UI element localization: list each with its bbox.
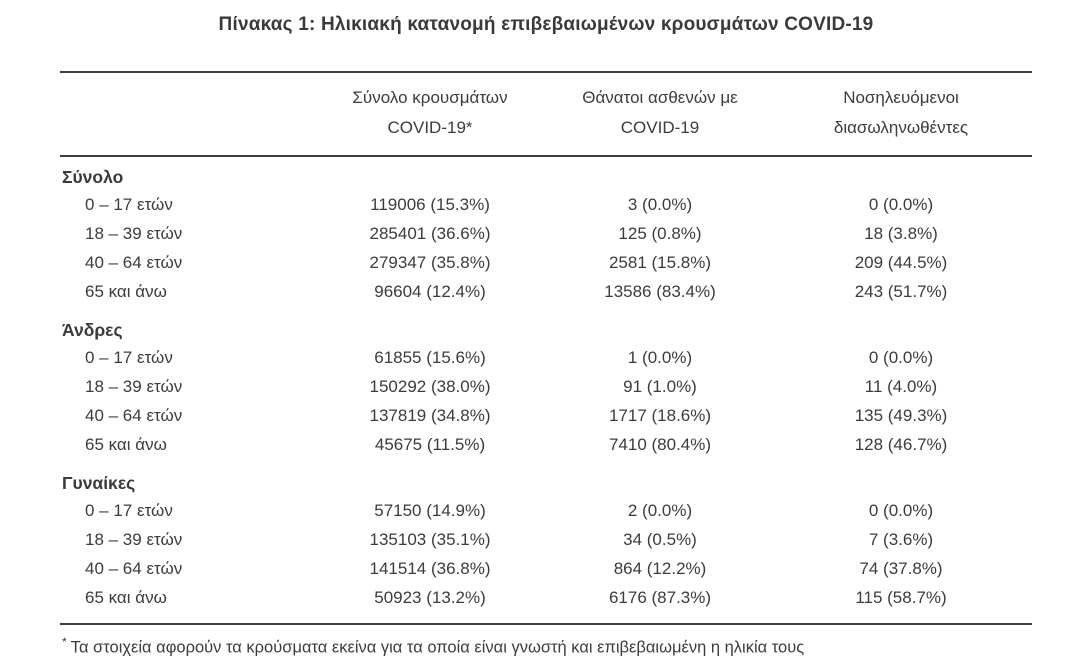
cases-value: 96604 (12.4%) bbox=[374, 282, 486, 301]
section-header-men: Άνδρες bbox=[62, 319, 123, 340]
deaths-value: 864 (12.2%) bbox=[613, 559, 707, 578]
intubated-value: 128 (46.7%) bbox=[854, 435, 948, 454]
table-row: 65 και άνω 50923 (13.2%) 6176 (87.3%) 11… bbox=[60, 584, 1032, 613]
table-row: 40 – 64 ετών 137819 (34.8%) 1717 (18.6%)… bbox=[60, 402, 1032, 431]
covid-age-distribution-table: Σύνολο κρουσμάτων COVID-19* Θάνατοι ασθε… bbox=[60, 71, 1032, 625]
table-row: 18 – 39 ετών 285401 (36.6%) 125 (0.8%) 1… bbox=[60, 220, 1032, 249]
cases-value: 137819 (34.8%) bbox=[369, 406, 491, 425]
deaths-value: 13586 (83.4%) bbox=[604, 282, 716, 301]
footnote-text: Τα στοιχεία αφορούν τα κρούσματα εκείνα … bbox=[70, 638, 805, 657]
row-label: 65 και άνω bbox=[85, 435, 167, 454]
intubated-value: 0 (0.0%) bbox=[868, 195, 934, 214]
col-header-total-cases: Σύνολο κρουσμάτων COVID-19* bbox=[352, 88, 508, 137]
row-label: 40 – 64 ετών bbox=[85, 253, 183, 272]
table-row: 65 και άνω 45675 (11.5%) 7410 (80.4%) 12… bbox=[60, 431, 1032, 460]
table-row: 40 – 64 ετών 279347 (35.8%) 2581 (15.8%)… bbox=[60, 249, 1032, 278]
col-header-intubated: Νοσηλευόμενοι διασωληνωθέντες bbox=[833, 88, 969, 137]
intubated-value: 209 (44.5%) bbox=[854, 253, 948, 272]
section-header-women: Γυναίκες bbox=[62, 472, 136, 493]
section-header-total: Σύνολο bbox=[62, 166, 124, 187]
intubated-value: 7 (3.6%) bbox=[868, 530, 934, 549]
deaths-value: 7410 (80.4%) bbox=[608, 435, 712, 454]
table-row: 0 – 17 ετών 119006 (15.3%) 3 (0.0%) 0 (0… bbox=[60, 191, 1032, 220]
cases-value: 141514 (36.8%) bbox=[369, 559, 491, 578]
deaths-value: 2581 (15.8%) bbox=[608, 253, 712, 272]
deaths-value: 125 (0.8%) bbox=[618, 224, 702, 243]
row-label: 18 – 39 ετών bbox=[85, 530, 183, 549]
cases-value: 57150 (14.9%) bbox=[374, 501, 486, 520]
deaths-value: 2 (0.0%) bbox=[627, 501, 693, 520]
row-label: 65 και άνω bbox=[85, 588, 167, 607]
cases-value: 135103 (35.1%) bbox=[369, 530, 491, 549]
intubated-value: 115 (58.7%) bbox=[855, 588, 947, 607]
row-label: 65 και άνω bbox=[85, 282, 167, 301]
footnote-asterisk: * bbox=[62, 635, 67, 649]
table-header-row: Σύνολο κρουσμάτων COVID-19* Θάνατοι ασθε… bbox=[60, 73, 1032, 157]
col-header-deaths: Θάνατοι ασθενών με COVID-19 bbox=[582, 88, 738, 137]
row-label: 0 – 17 ετών bbox=[85, 501, 173, 520]
row-label: 40 – 64 ετών bbox=[85, 559, 183, 578]
section-men: Άνδρες 0 – 17 ετών 61855 (15.6%) 1 (0.0%… bbox=[60, 307, 1032, 460]
intubated-value: 135 (49.3%) bbox=[854, 406, 948, 425]
intubated-value: 74 (37.8%) bbox=[859, 559, 943, 578]
table-row: 65 και άνω 96604 (12.4%) 13586 (83.4%) 2… bbox=[60, 278, 1032, 307]
row-label: 18 – 39 ετών bbox=[85, 377, 183, 396]
row-label: 18 – 39 ετών bbox=[85, 224, 183, 243]
section-total: Σύνολο 0 – 17 ετών 119006 (15.3%) 3 (0.0… bbox=[60, 157, 1032, 307]
table-row: 18 – 39 ετών 135103 (35.1%) 34 (0.5%) 7 … bbox=[60, 526, 1032, 555]
row-label: 0 – 17 ετών bbox=[85, 195, 173, 214]
intubated-value: 0 (0.0%) bbox=[868, 501, 934, 520]
table-row: 0 – 17 ετών 57150 (14.9%) 2 (0.0%) 0 (0.… bbox=[60, 497, 1032, 526]
table-row: 40 – 64 ετών 141514 (36.8%) 864 (12.2%) … bbox=[60, 555, 1032, 584]
table-row: 0 – 17 ετών 61855 (15.6%) 1 (0.0%) 0 (0.… bbox=[60, 344, 1032, 373]
deaths-value: 1717 (18.6%) bbox=[608, 406, 712, 425]
cases-value: 45675 (11.5%) bbox=[374, 435, 486, 454]
cases-value: 150292 (38.0%) bbox=[369, 377, 491, 396]
intubated-value: 18 (3.8%) bbox=[864, 224, 938, 243]
deaths-value: 34 (0.5%) bbox=[623, 530, 697, 549]
section-women: Γυναίκες 0 – 17 ετών 57150 (14.9%) 2 (0.… bbox=[60, 460, 1032, 613]
table-row: 18 – 39 ετών 150292 (38.0%) 91 (1.0%) 11… bbox=[60, 373, 1032, 402]
cases-value: 61855 (15.6%) bbox=[374, 348, 486, 367]
intubated-value: 243 (51.7%) bbox=[854, 282, 948, 301]
cases-value: 285401 (36.6%) bbox=[369, 224, 491, 243]
deaths-value: 1 (0.0%) bbox=[627, 348, 693, 367]
intubated-value: 11 (4.0%) bbox=[864, 377, 938, 396]
table-body: Σύνολο 0 – 17 ετών 119006 (15.3%) 3 (0.0… bbox=[60, 157, 1032, 623]
deaths-value: 3 (0.0%) bbox=[627, 195, 693, 214]
row-label: 40 – 64 ετών bbox=[85, 406, 183, 425]
cases-value: 50923 (13.2%) bbox=[374, 588, 486, 607]
deaths-value: 91 (1.0%) bbox=[623, 377, 697, 396]
deaths-value: 6176 (87.3%) bbox=[608, 588, 712, 607]
cases-value: 279347 (35.8%) bbox=[369, 253, 491, 272]
intubated-value: 0 (0.0%) bbox=[868, 348, 934, 367]
row-label: 0 – 17 ετών bbox=[85, 348, 173, 367]
table-title: Πίνακας 1: Ηλικιακή κατανομή επιβεβαιωμέ… bbox=[218, 14, 874, 35]
table-footnote: * Τα στοιχεία αφορούν τα κρούσματα εκείνα… bbox=[62, 635, 1052, 658]
cases-value: 119006 (15.3%) bbox=[370, 195, 490, 214]
